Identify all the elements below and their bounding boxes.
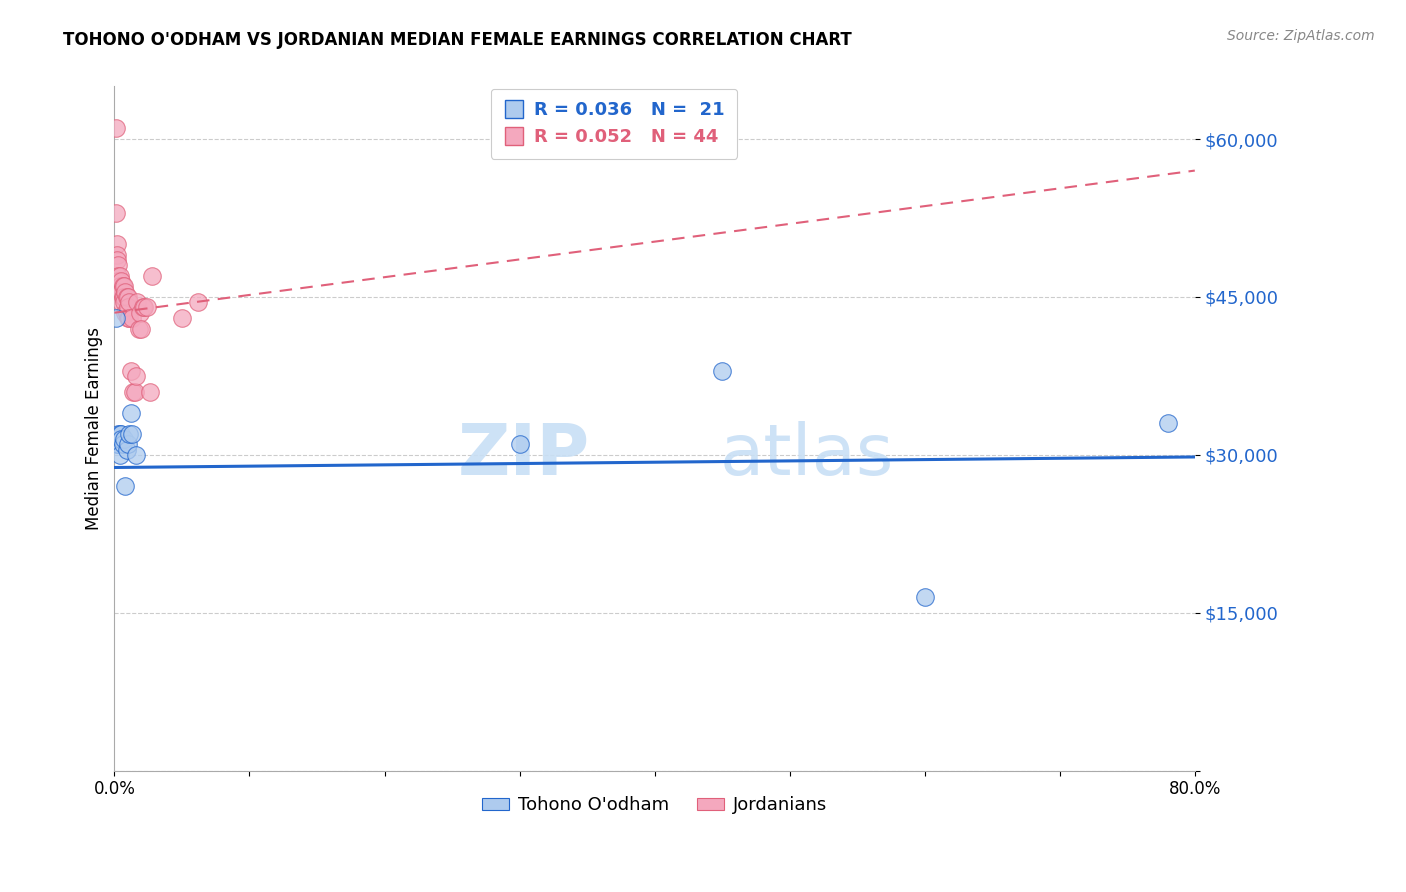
Point [104, 121, 127, 136]
Text: Source: ZipAtlas.com: Source: ZipAtlas.com [1227, 29, 1375, 43]
Point [105, 237, 128, 252]
Point [114, 285, 136, 299]
Point [120, 406, 142, 420]
Point [127, 295, 149, 310]
Legend: Tohono O'odham, Jordanians: Tohono O'odham, Jordanians [474, 788, 837, 823]
Point [110, 426, 132, 441]
Text: atlas: atlas [720, 421, 894, 491]
Point [118, 295, 141, 310]
Point [117, 301, 139, 315]
Point [110, 285, 132, 299]
Point [128, 321, 150, 335]
Point [104, 310, 127, 325]
Point [135, 301, 157, 315]
Point [107, 274, 129, 288]
Point [110, 432, 132, 446]
Text: TOHONO O'ODHAM VS JORDANIAN MEDIAN FEMALE EARNINGS CORRELATION CHART: TOHONO O'ODHAM VS JORDANIAN MEDIAN FEMAL… [63, 31, 852, 49]
Point [108, 285, 131, 299]
Point [110, 295, 132, 310]
Point [124, 384, 146, 399]
Point [111, 279, 134, 293]
Point [105, 253, 128, 268]
Point [108, 268, 131, 283]
Point [117, 310, 139, 325]
Point [114, 479, 136, 493]
Point [134, 301, 156, 315]
Point [112, 432, 135, 446]
Point [914, 590, 936, 604]
Text: ZIP: ZIP [457, 421, 589, 491]
Point [105, 248, 128, 262]
Point [107, 426, 129, 441]
Point [1157, 417, 1180, 431]
Point [118, 310, 141, 325]
Point [132, 301, 155, 315]
Point [121, 310, 143, 325]
Point [711, 363, 734, 377]
Point [112, 295, 135, 310]
Point [111, 437, 134, 451]
Point [107, 268, 129, 283]
Point [129, 306, 152, 320]
Point [121, 426, 143, 441]
Point [120, 363, 142, 377]
Point [114, 306, 136, 320]
Point [117, 290, 139, 304]
Point [125, 448, 148, 462]
Point [108, 279, 131, 293]
Point [118, 426, 141, 441]
Point [112, 290, 135, 304]
Point [105, 437, 128, 451]
Point [112, 279, 135, 293]
Point [115, 306, 138, 320]
Point [138, 384, 160, 399]
Point [104, 205, 127, 219]
Point [111, 290, 134, 304]
Point [131, 321, 153, 335]
Point [509, 437, 531, 451]
Point [108, 448, 131, 462]
Point [110, 274, 132, 288]
Point [107, 258, 129, 272]
Point [122, 384, 145, 399]
Point [115, 442, 138, 457]
Point [187, 295, 209, 310]
Point [117, 437, 139, 451]
Point [108, 426, 131, 441]
Point [107, 437, 129, 451]
Point [141, 268, 163, 283]
Point [115, 290, 138, 304]
Point [170, 310, 193, 325]
Y-axis label: Median Female Earnings: Median Female Earnings [86, 327, 103, 530]
Point [125, 368, 148, 383]
